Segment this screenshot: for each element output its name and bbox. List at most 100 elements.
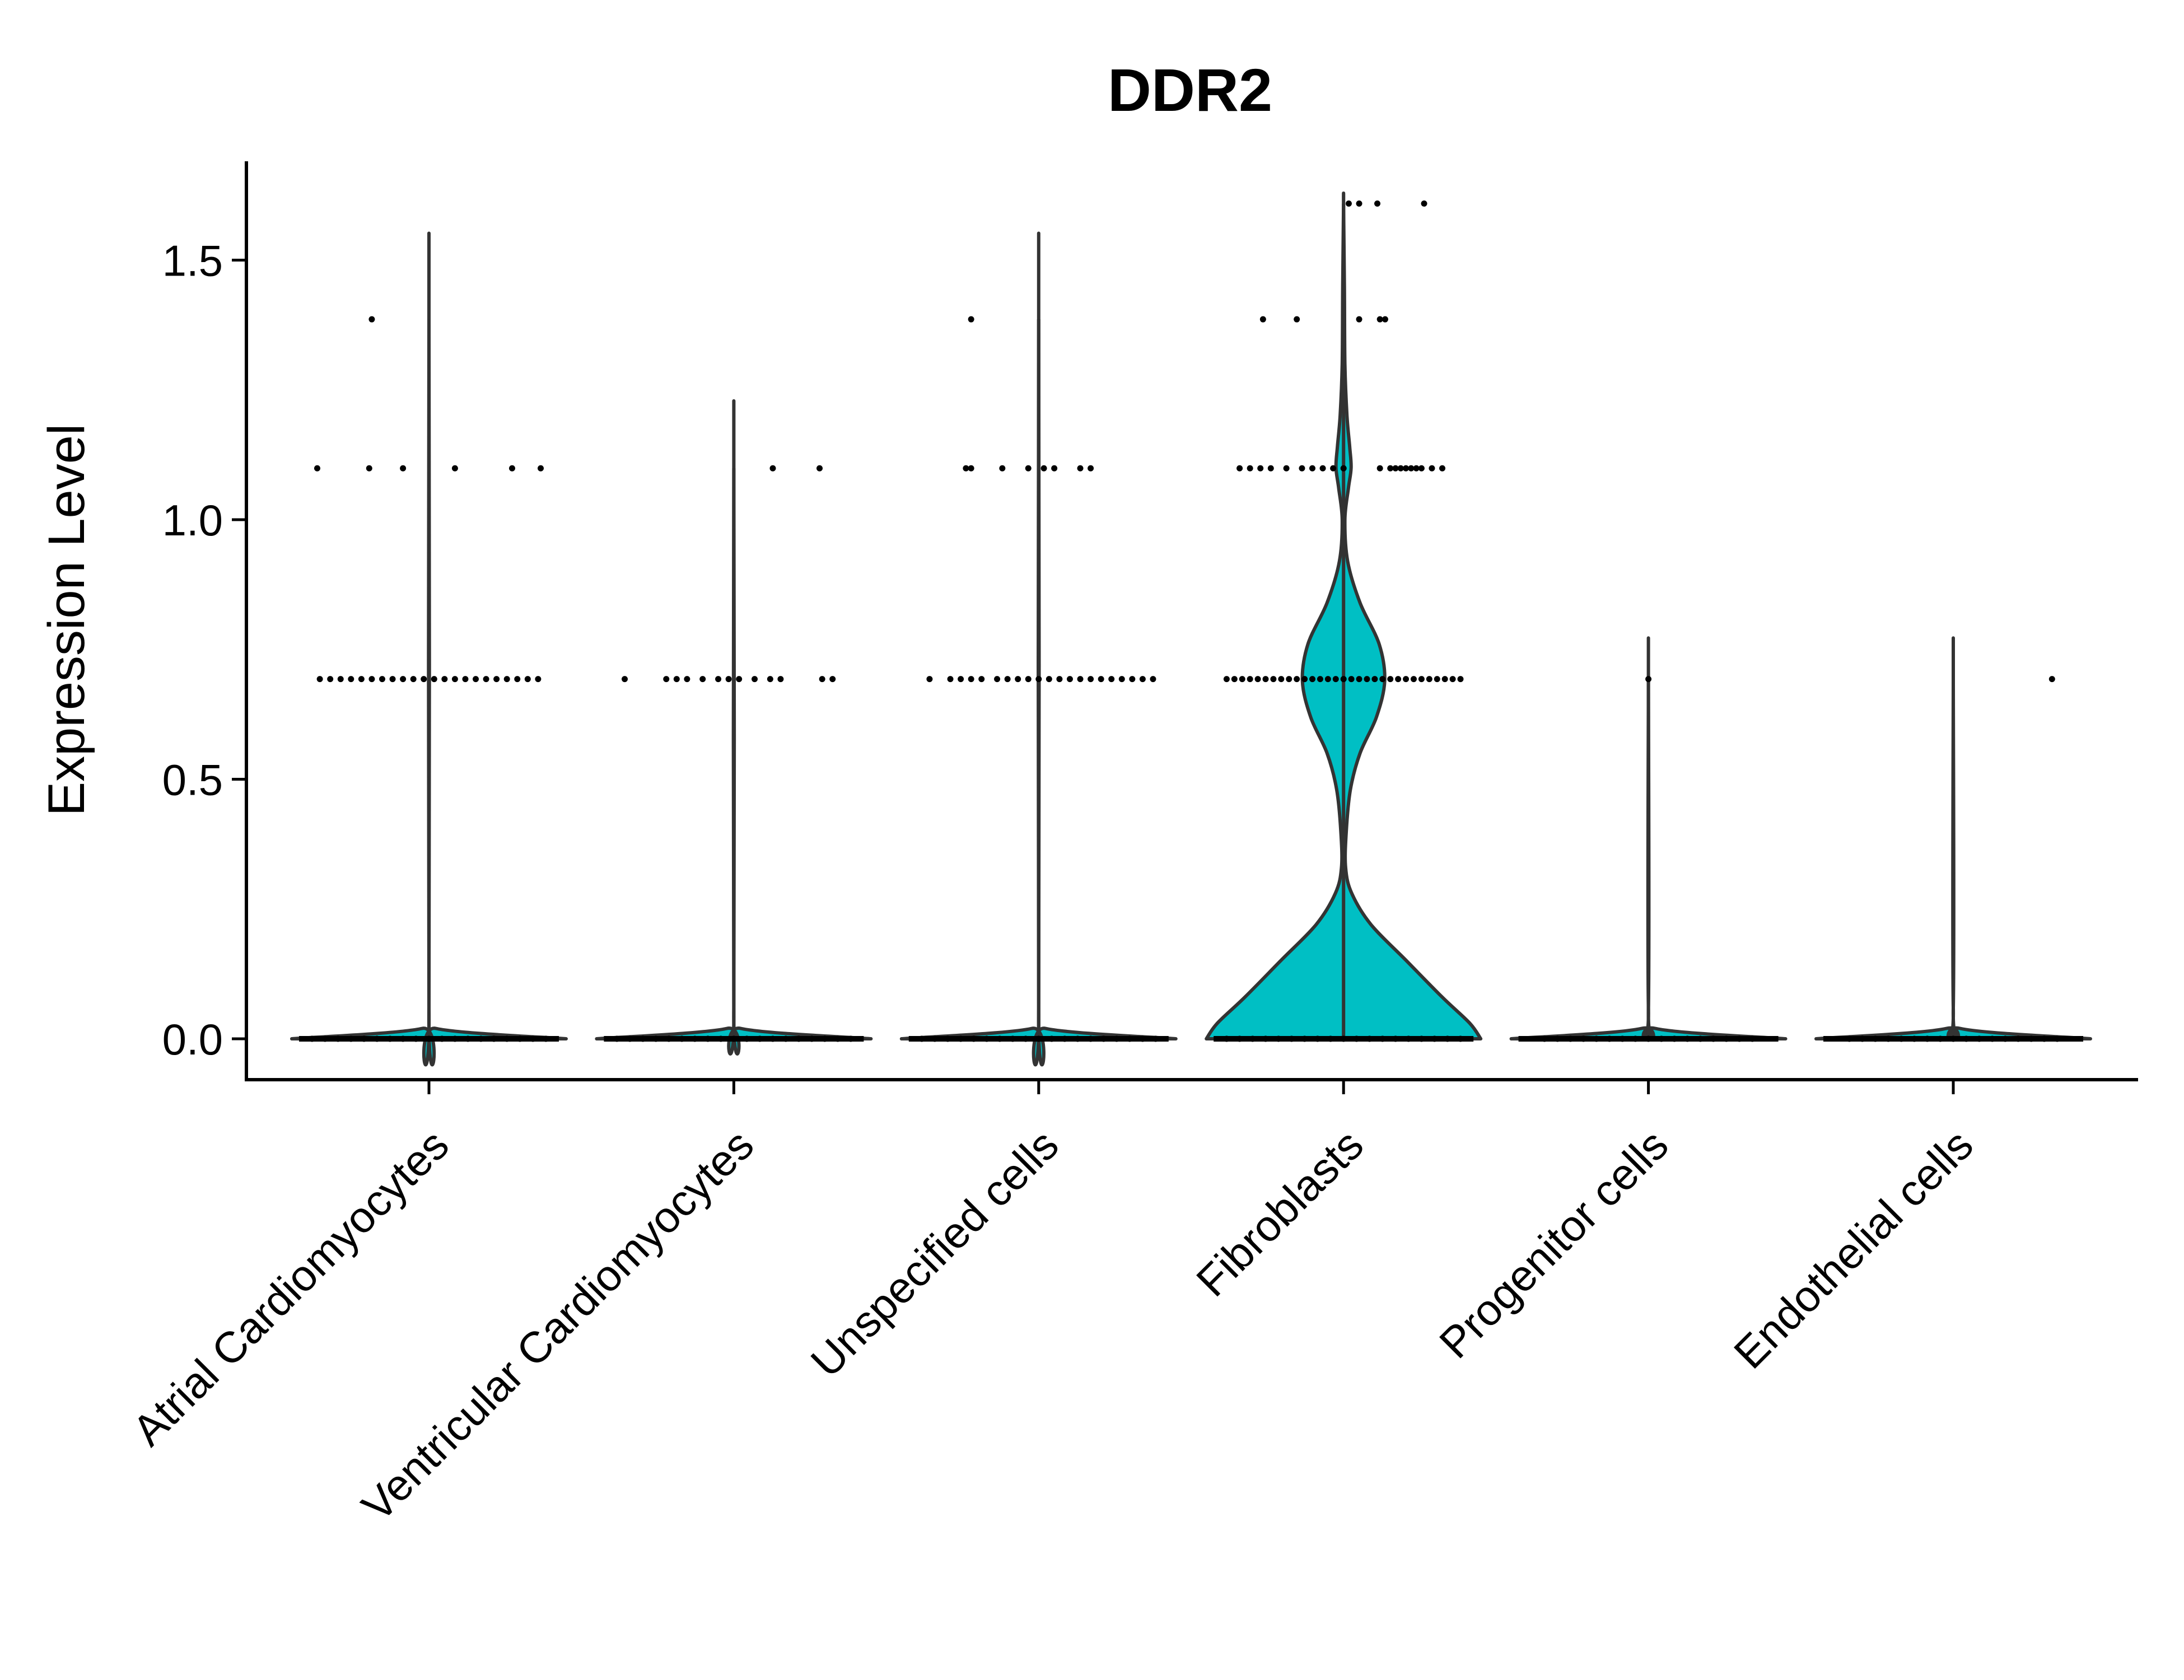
- data-point: [478, 1035, 484, 1042]
- data-point: [1457, 676, 1464, 683]
- data-point: [314, 465, 320, 472]
- data-point: [1963, 1035, 1970, 1042]
- data-point: [1088, 465, 1094, 472]
- data-point: [1009, 1035, 1016, 1042]
- data-point: [1937, 1035, 1944, 1042]
- data-point: [1405, 1035, 1412, 1042]
- data-point: [483, 676, 489, 683]
- x-tick-label-unspecified-cells: Unspecified cells: [801, 1120, 1068, 1387]
- data-point: [2041, 1035, 2047, 1042]
- data-point: [2028, 1035, 2034, 1042]
- data-point: [1118, 676, 1125, 683]
- data-point: [1046, 676, 1052, 683]
- data-point: [1247, 676, 1253, 683]
- data-point: [970, 1035, 977, 1042]
- data-point: [348, 1035, 354, 1042]
- data-point: [829, 676, 836, 683]
- data-point: [1710, 1035, 1717, 1042]
- data-point: [1309, 465, 1316, 472]
- data-point: [1885, 1035, 1892, 1042]
- data-point: [757, 1035, 763, 1042]
- data-point: [1340, 1035, 1347, 1042]
- data-point: [1408, 465, 1415, 472]
- data-point: [465, 1035, 472, 1042]
- data-point: [752, 676, 758, 683]
- data-point: [327, 676, 334, 683]
- data-point: [1366, 1035, 1373, 1042]
- data-point: [1152, 1035, 1159, 1042]
- data-point: [1413, 465, 1420, 472]
- data-point: [931, 1035, 938, 1042]
- data-point: [426, 1035, 432, 1042]
- data-point: [386, 1035, 393, 1042]
- data-point: [1749, 1035, 1756, 1042]
- data-point: [1976, 1035, 1982, 1042]
- data-point: [1441, 676, 1448, 683]
- data-point: [1150, 676, 1156, 683]
- data-point: [1108, 676, 1115, 683]
- data-point: [958, 1035, 964, 1042]
- data-point: [968, 465, 974, 472]
- data-point: [1580, 1035, 1587, 1042]
- data-point: [508, 465, 515, 472]
- data-point: [543, 1035, 549, 1042]
- data-point: [1379, 1035, 1386, 1042]
- data-point: [679, 1035, 685, 1042]
- y-tick-label-1-0: 1.0: [162, 496, 223, 545]
- data-point: [926, 676, 933, 683]
- data-point: [431, 676, 437, 683]
- data-point: [958, 676, 964, 683]
- data-point: [1345, 200, 1352, 207]
- data-point: [1645, 1035, 1652, 1042]
- data-point: [438, 1035, 445, 1042]
- data-point: [782, 1035, 789, 1042]
- data-point: [1340, 676, 1347, 683]
- data-point: [1356, 200, 1362, 207]
- data-point: [673, 676, 680, 683]
- data-point: [1554, 1035, 1561, 1042]
- data-point: [1418, 676, 1425, 683]
- data-point: [1056, 676, 1063, 683]
- data-point: [1567, 1035, 1574, 1042]
- data-point: [1061, 1035, 1068, 1042]
- data-point: [1035, 676, 1042, 683]
- data-point: [1593, 1035, 1600, 1042]
- data-point: [769, 1035, 776, 1042]
- data-point: [622, 676, 628, 683]
- points-group: [299, 200, 2083, 1042]
- y-tick-label-0-5: 0.5: [162, 755, 223, 805]
- data-point: [1025, 465, 1032, 472]
- data-point: [736, 676, 743, 683]
- x-tick-label-progenitor-cells: Progenitor cells: [1430, 1120, 1677, 1368]
- data-point: [1077, 465, 1084, 472]
- data-point: [1403, 676, 1410, 683]
- data-point: [1410, 676, 1417, 683]
- data-point: [1139, 676, 1146, 683]
- data-point: [663, 676, 670, 683]
- data-point: [1088, 676, 1094, 683]
- data-point: [978, 676, 985, 683]
- data-point: [503, 676, 510, 683]
- data-point: [389, 676, 396, 683]
- data-point: [1139, 1035, 1146, 1042]
- data-point: [1113, 1035, 1120, 1042]
- data-point: [1126, 1035, 1133, 1042]
- data-point: [1619, 1035, 1626, 1042]
- data-point: [725, 676, 732, 683]
- data-point: [809, 1035, 815, 1042]
- data-point: [321, 1035, 328, 1042]
- data-point: [822, 1035, 828, 1042]
- data-point: [994, 676, 1001, 683]
- data-point: [1051, 465, 1058, 472]
- data-point: [947, 676, 954, 683]
- data-point: [1314, 1035, 1321, 1042]
- data-point: [524, 676, 531, 683]
- data-point: [1392, 1035, 1399, 1042]
- x-tick-label-endothelial-cells: Endothelial cells: [1724, 1120, 1982, 1378]
- data-point: [816, 465, 823, 472]
- data-point: [944, 1035, 951, 1042]
- data-point: [1392, 465, 1399, 472]
- data-point: [462, 676, 469, 683]
- data-point: [2015, 1035, 2022, 1042]
